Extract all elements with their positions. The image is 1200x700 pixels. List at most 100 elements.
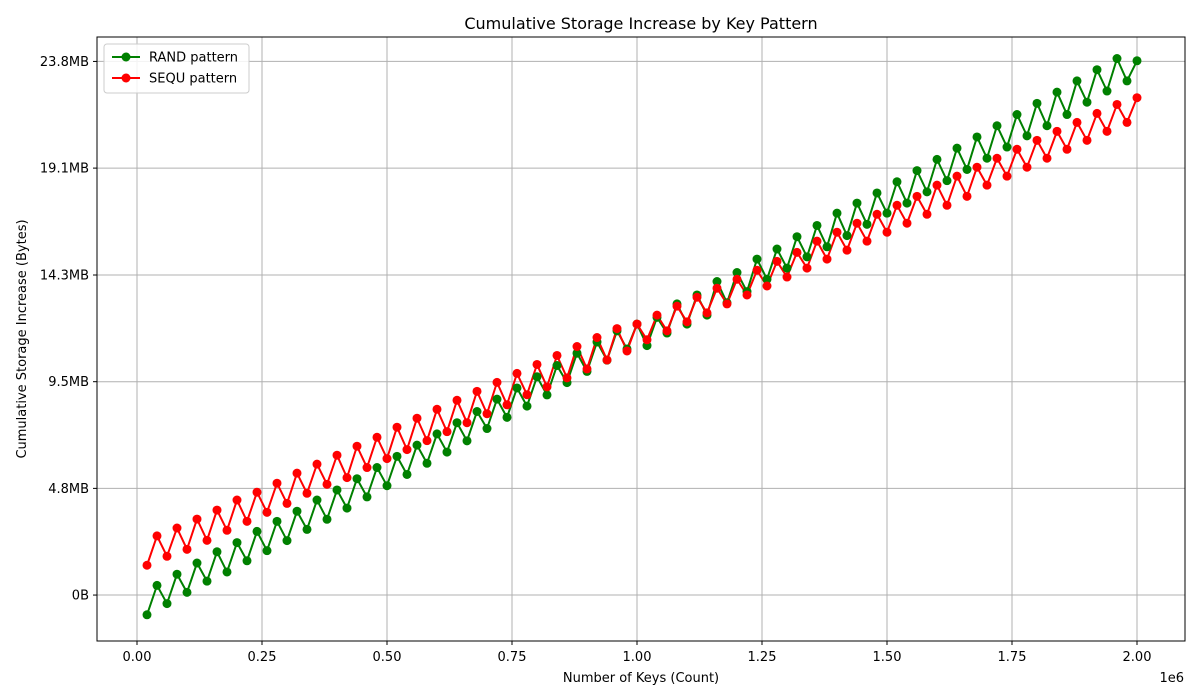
rand-pattern-point [222, 567, 232, 577]
sequ-pattern-point [232, 495, 242, 505]
rand-pattern-point [812, 220, 822, 230]
y-tick-label: 23.8MB [40, 55, 89, 70]
x-tick-label: 0.75 [498, 650, 527, 665]
sequ-pattern-point [382, 454, 392, 464]
x-tick-label: 0.00 [123, 650, 152, 665]
sequ-pattern-point [302, 488, 312, 498]
rand-pattern-point [182, 587, 192, 597]
sequ-pattern-point [152, 531, 162, 541]
sequ-pattern-point [172, 523, 182, 533]
rand-pattern-point [312, 495, 322, 505]
rand-pattern-point [822, 242, 832, 252]
sequ-pattern-point [962, 191, 972, 201]
rand-pattern-point [712, 277, 722, 287]
rand-pattern-point [1062, 110, 1072, 120]
legend-item-sequ-pattern: SEQU pattern [112, 72, 237, 87]
sequ-pattern-point [842, 245, 852, 255]
rand-pattern-point [932, 154, 942, 164]
sequ-pattern-point [812, 236, 822, 246]
x-axis-label: Number of Keys (Count) [563, 671, 719, 686]
x-tick-label: 0.25 [248, 650, 277, 665]
sequ-pattern-point [672, 301, 682, 311]
sequ-pattern-point [512, 368, 522, 378]
rand-pattern-point [342, 503, 352, 513]
sequ-pattern-point [742, 290, 752, 300]
sequ-pattern-point [242, 516, 252, 526]
sequ-pattern-point [972, 162, 982, 172]
sequ-pattern-point [662, 326, 672, 336]
rand-pattern-point [402, 469, 412, 479]
legend-item-rand-pattern: RAND pattern [112, 51, 238, 66]
y-tick-label: 14.3MB [40, 269, 89, 284]
rand-pattern-point [282, 536, 292, 546]
rand-pattern-point [232, 538, 242, 548]
sequ-pattern-point [532, 359, 542, 369]
sequ-pattern-point [1122, 117, 1132, 127]
rand-pattern-point [172, 569, 182, 579]
chart-title: Cumulative Storage Increase by Key Patte… [464, 14, 817, 33]
rand-pattern-point [572, 348, 582, 358]
sequ-pattern-point [1112, 99, 1122, 109]
sequ-pattern-point [352, 441, 362, 451]
rand-pattern-point [382, 481, 392, 491]
sequ-pattern-point [162, 551, 172, 561]
rand-pattern-point [502, 412, 512, 422]
x-tick-label: 1.25 [748, 650, 777, 665]
rand-pattern-point [332, 485, 342, 495]
sequ-pattern-point [622, 346, 632, 356]
sequ-pattern-point [1012, 144, 1022, 154]
rand-pattern-point [1052, 87, 1062, 97]
rand-pattern-point [452, 418, 462, 428]
plot-frame [96, 36, 1186, 642]
x-axis-ticks: 0.00 0.25 0.50 0.75 1.00 1.25 1.50 1.75 2.00 [123, 641, 1151, 665]
rand-pattern-point [552, 361, 562, 371]
sequ-pattern-point [442, 427, 452, 437]
sequ-pattern-point [482, 409, 492, 419]
rand-pattern-point [302, 524, 312, 534]
rand-pattern-point [202, 576, 212, 586]
sequ-pattern-point [652, 310, 662, 320]
rand-pattern-point [762, 274, 772, 284]
rand-pattern-point [412, 440, 422, 450]
rand-pattern-point [1122, 76, 1132, 86]
rand-pattern-point [952, 143, 962, 153]
legend-label: SEQU pattern [149, 72, 237, 87]
sequ-pattern-point [602, 355, 612, 365]
sequ-pattern-point [222, 525, 232, 535]
sequ-pattern-point [792, 247, 802, 257]
rand-pattern-point [442, 447, 452, 457]
rand-pattern-point [352, 474, 362, 484]
sequ-pattern-point [362, 463, 372, 473]
sequ-pattern-line [146, 97, 1138, 566]
rand-pattern-point [542, 390, 552, 400]
sequ-pattern-point [692, 292, 702, 302]
rand-pattern-point [512, 383, 522, 393]
sequ-pattern-point [1072, 117, 1082, 127]
sequ-pattern-point [282, 498, 292, 508]
rand-pattern-point [162, 599, 172, 609]
sequ-pattern-point [832, 227, 842, 237]
rand-pattern-point [832, 208, 842, 218]
series-points [142, 54, 1142, 620]
rand-pattern-point [962, 164, 972, 174]
sequ-pattern-point [462, 418, 472, 428]
sequ-pattern-point [402, 445, 412, 455]
sequ-pattern-point [192, 514, 202, 524]
sequ-pattern-point [252, 487, 262, 497]
sequ-pattern-point [202, 535, 212, 545]
sequ-pattern-point [1002, 171, 1012, 181]
sequ-pattern-point [1042, 153, 1052, 163]
legend-swatch-marker [121, 52, 131, 62]
sequ-pattern-point [862, 236, 872, 246]
rand-pattern-point [1002, 142, 1012, 152]
y-axis-label: Cumulative Storage Increase (Bytes) [15, 219, 30, 458]
rand-pattern-point [522, 401, 532, 411]
rand-pattern-point [1032, 98, 1042, 108]
sequ-pattern-point [522, 390, 532, 400]
y-tick-label: 9.5MB [48, 375, 89, 390]
rand-pattern-point [262, 546, 272, 556]
sequ-pattern-point [332, 450, 342, 460]
series-lines [146, 57, 1138, 616]
sequ-pattern-point [1022, 162, 1032, 172]
